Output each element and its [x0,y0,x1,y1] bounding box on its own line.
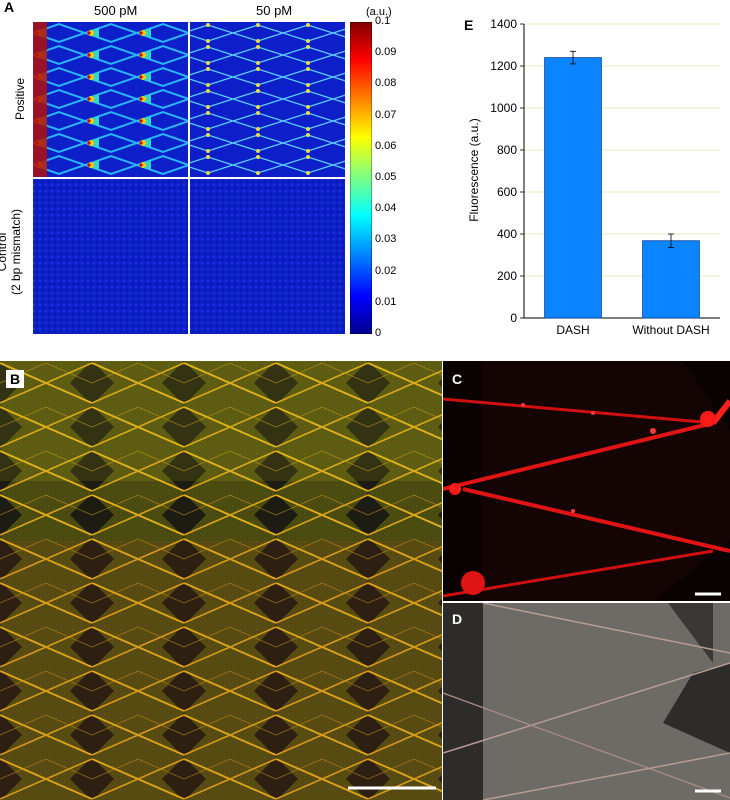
panel-d-pattern [443,603,730,800]
y-tick-label: 600 [497,185,517,199]
panel-b-pattern [0,361,442,800]
panel-b-merge-image: B [0,361,442,800]
colorbar-tick-label: 0.02 [375,264,397,277]
panel-d-gray-channel: D [443,603,730,800]
panel-c-red-channel: C [443,361,730,601]
chart-bars [544,50,700,319]
y-tick-label: 0 [510,311,517,325]
chart-y-axis: 0 200 400 600 800 1000 1200 1400 [490,17,720,325]
colorbar-tick-label: 0.07 [375,108,397,121]
colorbar-tick-label: 0.1 [375,15,391,27]
colorbar-tick-label: 0.05 [375,171,397,183]
colorbar [350,22,372,334]
colorbar-tick-label: 0.06 [375,139,397,152]
colorbar-tick-label: 0.01 [375,295,397,308]
panel-e-bar-chart: E 0 200 400 600 800 1000 1200 1400 DASH Without … [464,17,720,337]
panel-c-pattern [443,361,730,601]
y-tick-label: 1200 [490,59,517,73]
heatmap-positive-50pm [190,22,345,177]
colorbar-tick-label: 0.08 [375,77,397,90]
panel-e-letter: E [464,17,473,33]
chart-x-labels: DASH Without DASH [556,323,709,337]
heatmap-grid [33,22,345,334]
row-label-control-line2: (2 bp mismatch) [9,208,23,296]
x-category-label: Without DASH [632,323,709,337]
heatmap-positive-500pm [33,22,188,177]
heatmap-left-edge-500pm [33,22,47,177]
colorbar-unit: (a.u.) [366,6,392,18]
y-tick-label: 800 [497,143,517,157]
row-label-control-line1: Control [0,232,9,272]
column-label-500pm: 500 pM [94,3,138,18]
colorbar-tick-label: 0.04 [375,202,397,215]
column-label-50pm: 50 pM [256,3,293,18]
y-tick-label: 200 [497,269,517,283]
colorbar-tick-label: 0 [375,327,382,339]
colorbar-tick-label: 0.03 [375,233,397,246]
heatmap-control-50pm [190,179,345,334]
bar-0 [544,57,602,319]
heatmap-control-500pm [33,179,188,334]
bar-1 [642,240,700,319]
panel-c-letter: C [452,371,463,387]
panel-a-letter: A [4,0,15,15]
panel-d-letter: D [452,611,463,627]
row-label-positive: Positive [13,77,27,121]
y-tick-label: 1000 [490,101,517,115]
panel-b-letter: B [6,370,25,388]
y-tick-label: 1400 [490,17,517,31]
row-label-control: Control (2 bp mismatch) [0,197,23,307]
chart-y-label: Fluorescence (a.u.) [467,118,481,221]
colorbar-tick-label: 0.09 [375,46,397,59]
y-tick-label: 400 [497,227,517,241]
x-category-label: DASH [556,323,589,337]
